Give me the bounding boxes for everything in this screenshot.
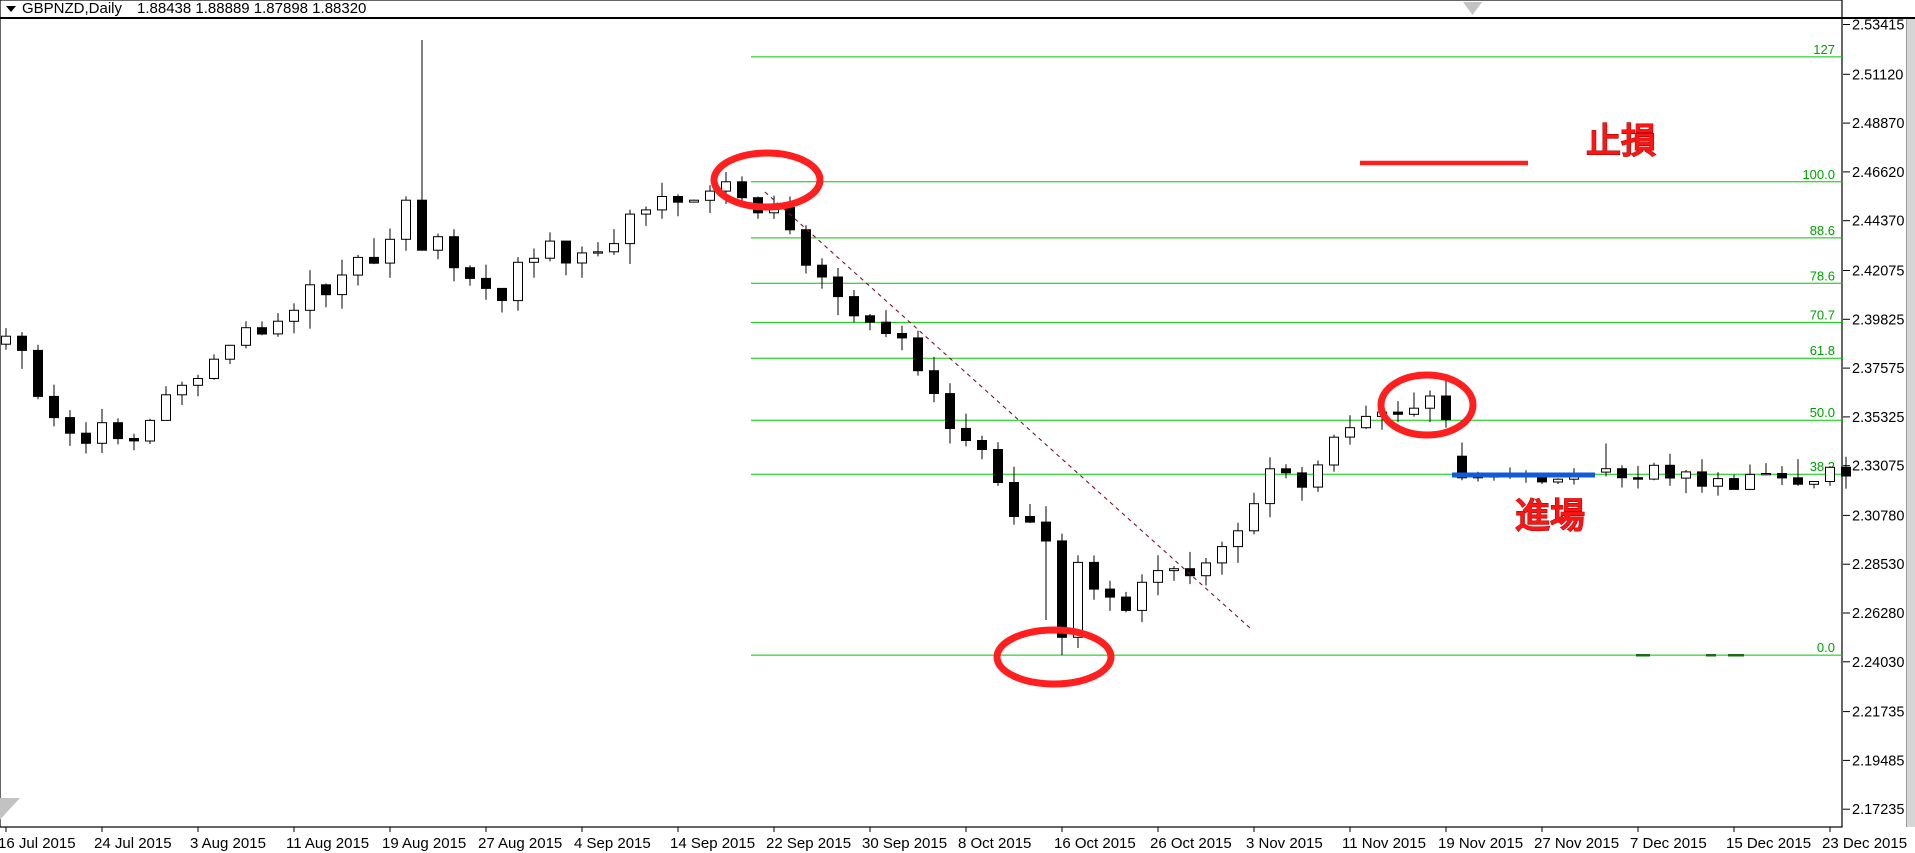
svg-text:14 Sep 2015: 14 Sep 2015 — [670, 835, 755, 852]
svg-text:2.19485: 2.19485 — [1852, 753, 1904, 769]
svg-text:2.28530: 2.28530 — [1852, 557, 1904, 573]
svg-text:70.7: 70.7 — [1810, 307, 1835, 322]
svg-text:2.37575: 2.37575 — [1852, 361, 1904, 377]
svg-text:2.35325: 2.35325 — [1852, 410, 1904, 426]
svg-text:3 Aug 2015: 3 Aug 2015 — [190, 835, 266, 852]
svg-text:2.42075: 2.42075 — [1852, 264, 1904, 280]
svg-text:19 Aug 2015: 19 Aug 2015 — [382, 835, 466, 852]
svg-text:2.44370: 2.44370 — [1852, 214, 1904, 230]
svg-text:11 Nov 2015: 11 Nov 2015 — [1342, 835, 1426, 852]
svg-text:2.21735: 2.21735 — [1852, 705, 1904, 721]
svg-text:16 Oct 2015: 16 Oct 2015 — [1054, 835, 1136, 852]
svg-text:4 Sep 2015: 4 Sep 2015 — [574, 835, 651, 852]
svg-text:88.6: 88.6 — [1810, 223, 1835, 238]
svg-text:進場: 進場 — [1515, 497, 1585, 536]
svg-text:27 Nov 2015: 27 Nov 2015 — [1534, 835, 1619, 852]
svg-text:30 Sep 2015: 30 Sep 2015 — [862, 835, 947, 852]
svg-text:100.0: 100.0 — [1802, 167, 1835, 182]
svg-text:24 Jul 2015: 24 Jul 2015 — [94, 835, 172, 852]
svg-text:8 Oct 2015: 8 Oct 2015 — [958, 835, 1031, 852]
svg-text:127: 127 — [1813, 42, 1835, 57]
svg-text:27 Aug 2015: 27 Aug 2015 — [478, 835, 562, 852]
svg-text:0.0: 0.0 — [1817, 640, 1835, 655]
svg-text:止損: 止損 — [1586, 122, 1656, 161]
svg-text:78.6: 78.6 — [1810, 268, 1835, 283]
svg-text:23 Dec 2015: 23 Dec 2015 — [1822, 835, 1907, 852]
svg-text:16 Jul 2015: 16 Jul 2015 — [0, 835, 76, 852]
svg-text:22 Sep 2015: 22 Sep 2015 — [766, 835, 851, 852]
svg-text:19 Nov 2015: 19 Nov 2015 — [1438, 835, 1523, 852]
svg-text:2.33075: 2.33075 — [1852, 459, 1904, 475]
svg-text:2.24030: 2.24030 — [1852, 655, 1904, 671]
svg-text:2.53415: 2.53415 — [1852, 18, 1904, 34]
svg-text:2.17235: 2.17235 — [1852, 802, 1904, 818]
svg-text:26 Oct 2015: 26 Oct 2015 — [1150, 835, 1232, 852]
svg-text:2.26280: 2.26280 — [1852, 606, 1904, 622]
svg-text:3 Nov 2015: 3 Nov 2015 — [1246, 835, 1323, 852]
svg-text:50.0: 50.0 — [1810, 405, 1835, 420]
svg-text:7 Dec 2015: 7 Dec 2015 — [1630, 835, 1707, 852]
svg-text:2.51120: 2.51120 — [1852, 67, 1903, 83]
svg-text:2.39825: 2.39825 — [1852, 312, 1904, 328]
svg-text:11 Aug 2015: 11 Aug 2015 — [286, 835, 369, 852]
svg-text:2.48870: 2.48870 — [1852, 116, 1904, 132]
svg-text:15 Dec 2015: 15 Dec 2015 — [1726, 835, 1811, 852]
svg-text:2.30780: 2.30780 — [1852, 508, 1904, 524]
svg-text:61.8: 61.8 — [1810, 343, 1835, 358]
svg-text:2.46620: 2.46620 — [1852, 165, 1904, 181]
